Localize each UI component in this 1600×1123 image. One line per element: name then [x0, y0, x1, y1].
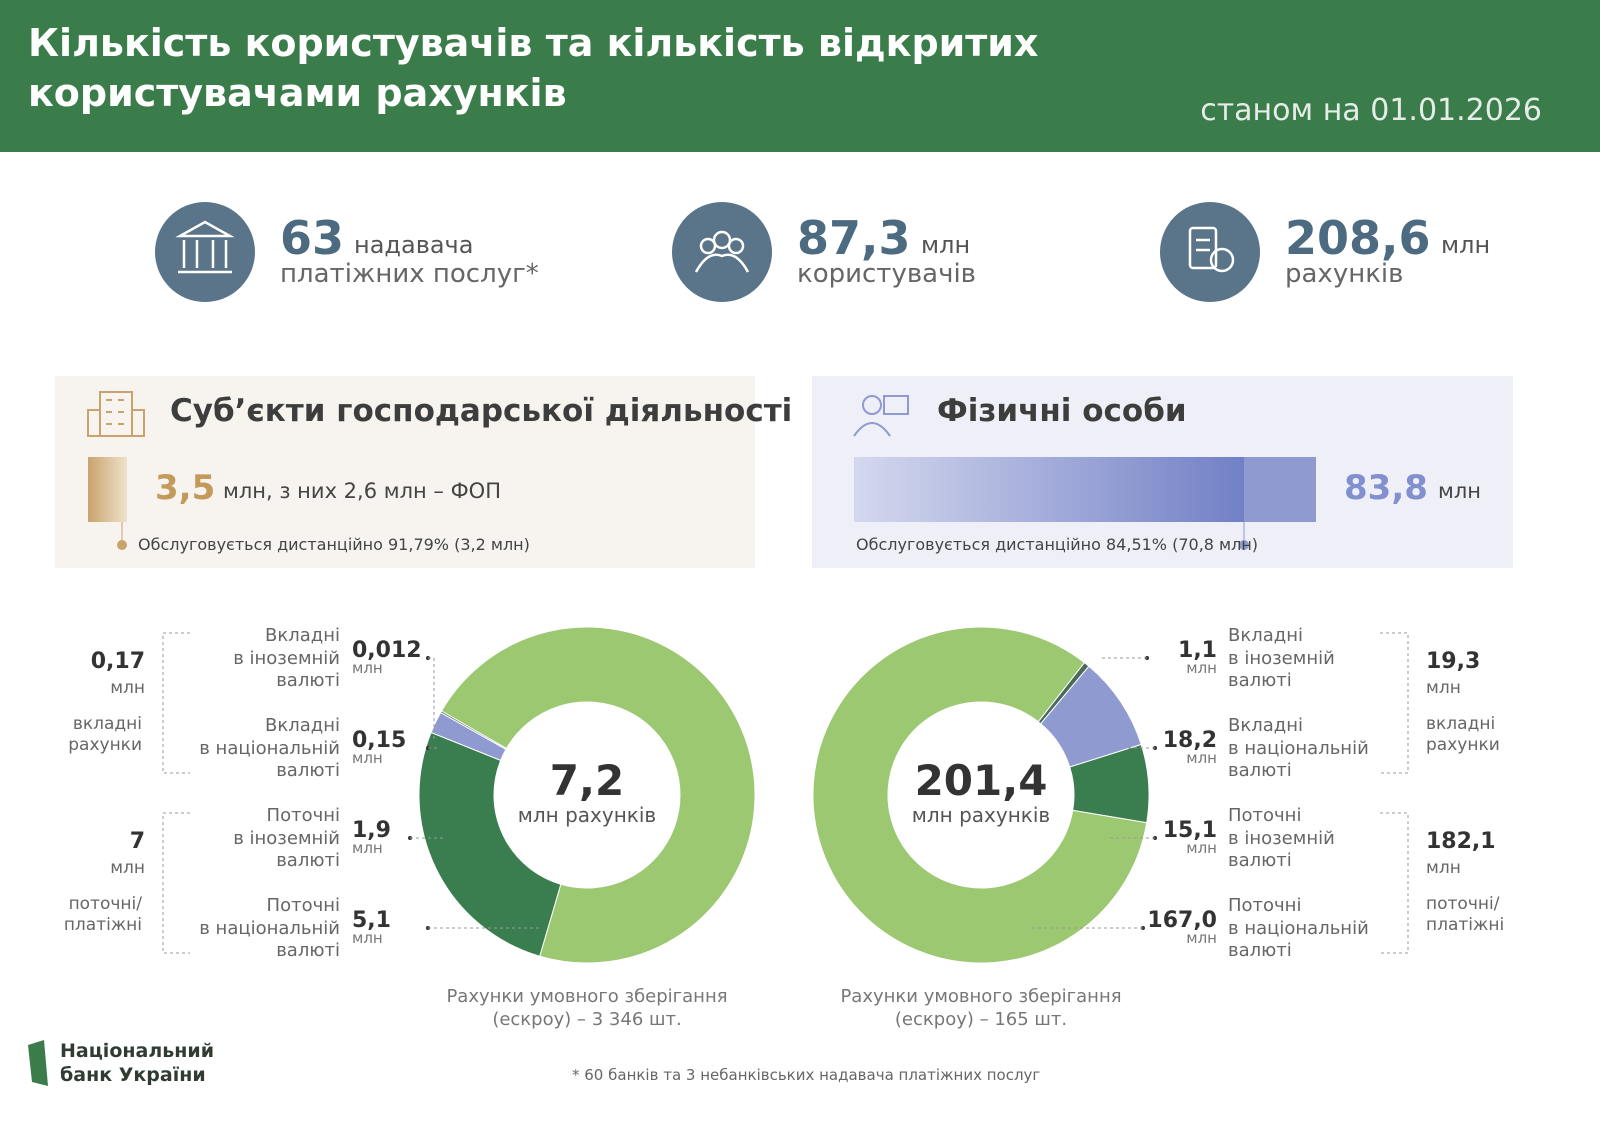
- group-value: 19,3: [1426, 649, 1481, 674]
- group-unit: млн: [110, 858, 145, 878]
- icon-bank: [155, 202, 255, 302]
- stat-label: рахунків: [1285, 259, 1404, 289]
- group-value: 7: [129, 829, 145, 854]
- title: Кількість користувачів та кількість відк…: [28, 21, 1039, 115]
- group-unit: млн: [1426, 858, 1461, 878]
- business-text: млн, з них 2,6 млн – ФОП: [223, 479, 501, 503]
- stat-unit: надавача: [354, 231, 474, 259]
- value-label: 1,1: [1178, 638, 1217, 663]
- icon-person: [853, 395, 909, 437]
- stat-unit: млн: [1441, 231, 1491, 259]
- center-value: 201,4: [914, 756, 1048, 805]
- category: Вкладні в іноземній валюті: [233, 625, 340, 691]
- business-value: 3,5: [155, 468, 216, 508]
- value-unit: млн: [1186, 929, 1217, 947]
- remote-text: Обслуговується дистанційно 91,79% (3,2 м…: [138, 535, 530, 554]
- stat-label: користувачів: [797, 259, 977, 289]
- value-label: 5,1: [352, 908, 391, 933]
- bracket: [1380, 812, 1409, 954]
- business-bar: [88, 457, 127, 522]
- persons-remote-bar: [854, 457, 1244, 522]
- group-unit: млн: [110, 678, 145, 698]
- category: Вкладні в іноземній валюті: [1228, 625, 1335, 691]
- group-value: 0,17: [90, 649, 145, 674]
- panel-title: Суб’єкти господарської діяльності: [170, 393, 793, 429]
- center-label: млн рахунків: [911, 803, 1051, 827]
- donut-segment: [439, 710, 508, 751]
- value-label: 18,2: [1162, 728, 1217, 753]
- logo-text: Національний банк України: [60, 1040, 215, 1086]
- value-unit: млн: [352, 929, 383, 947]
- stat-label: платіжних послуг*: [280, 259, 539, 289]
- stat-value: 208,6: [1285, 211, 1431, 265]
- value-unit: млн: [352, 839, 383, 857]
- stat-unit: млн: [921, 231, 971, 259]
- stat-value: 63: [280, 211, 345, 265]
- category: Поточні в іноземній валюті: [233, 805, 340, 871]
- category: Поточні в іноземній валюті: [1228, 805, 1335, 871]
- value-label: 167,0: [1147, 908, 1217, 933]
- panel-title: Фізичні особи: [937, 393, 1187, 429]
- group-label: поточні/ платіжні: [1426, 894, 1505, 936]
- group-value: 182,1: [1426, 829, 1496, 854]
- value-label: 0,15: [352, 728, 407, 753]
- value-unit: млн: [1186, 839, 1217, 857]
- bracket: [162, 812, 190, 954]
- value-unit: млн: [352, 659, 383, 677]
- icon-glyphs: [175, 220, 1235, 274]
- value-label: 15,1: [1162, 818, 1217, 843]
- category: Поточні в національній валюті: [1228, 895, 1369, 961]
- icon-users: [672, 202, 772, 302]
- bracket: [162, 632, 190, 774]
- value-label: 1,9: [352, 818, 391, 843]
- group-label: вкладні рахунки: [1426, 714, 1500, 756]
- donut-segment: [440, 626, 756, 964]
- dot: [117, 540, 127, 550]
- value-unit: млн: [1186, 749, 1217, 767]
- icon-accounts: [1160, 202, 1260, 302]
- category: Вкладні в національній валюті: [199, 715, 340, 781]
- category: Поточні в національній валюті: [199, 895, 340, 961]
- donut-segment: [418, 731, 562, 957]
- category: Вкладні в національній валюті: [1228, 715, 1369, 781]
- value-unit: млн: [352, 749, 383, 767]
- footnote: * 60 банків та 3 небанківських надавача …: [572, 1066, 1041, 1084]
- note: Рахунки умовного зберігання (ескроу) – 3…: [446, 986, 728, 1030]
- remote-text: Обслуговується дистанційно 84,51% (70,8 …: [856, 535, 1259, 554]
- group-label: вкладні рахунки: [68, 714, 142, 756]
- header-bg: [0, 0, 1600, 152]
- persons-unit: млн: [1438, 479, 1481, 503]
- center-value: 7,2: [549, 756, 625, 805]
- icon-business: [87, 391, 145, 437]
- stat-value: 87,3: [797, 211, 911, 265]
- business-panel: [55, 376, 755, 568]
- note: Рахунки умовного зберігання (ескроу) – 1…: [840, 986, 1122, 1030]
- bracket: [1380, 632, 1409, 774]
- persons-value: 83,8: [1344, 468, 1428, 508]
- donut-segment: [812, 626, 1148, 964]
- group-unit: млн: [1426, 678, 1461, 698]
- value-unit: млн: [1186, 659, 1217, 677]
- leader: [428, 657, 435, 740]
- date: станом на 01.01.2026: [1200, 93, 1542, 128]
- dot: [1239, 540, 1249, 550]
- group-label: поточні/ платіжні: [63, 894, 142, 936]
- center-label: млн рахунків: [517, 803, 657, 827]
- value-label: 0,012: [352, 638, 422, 663]
- logo-mark: [28, 1040, 48, 1086]
- persons-bar-rest: [1244, 457, 1316, 522]
